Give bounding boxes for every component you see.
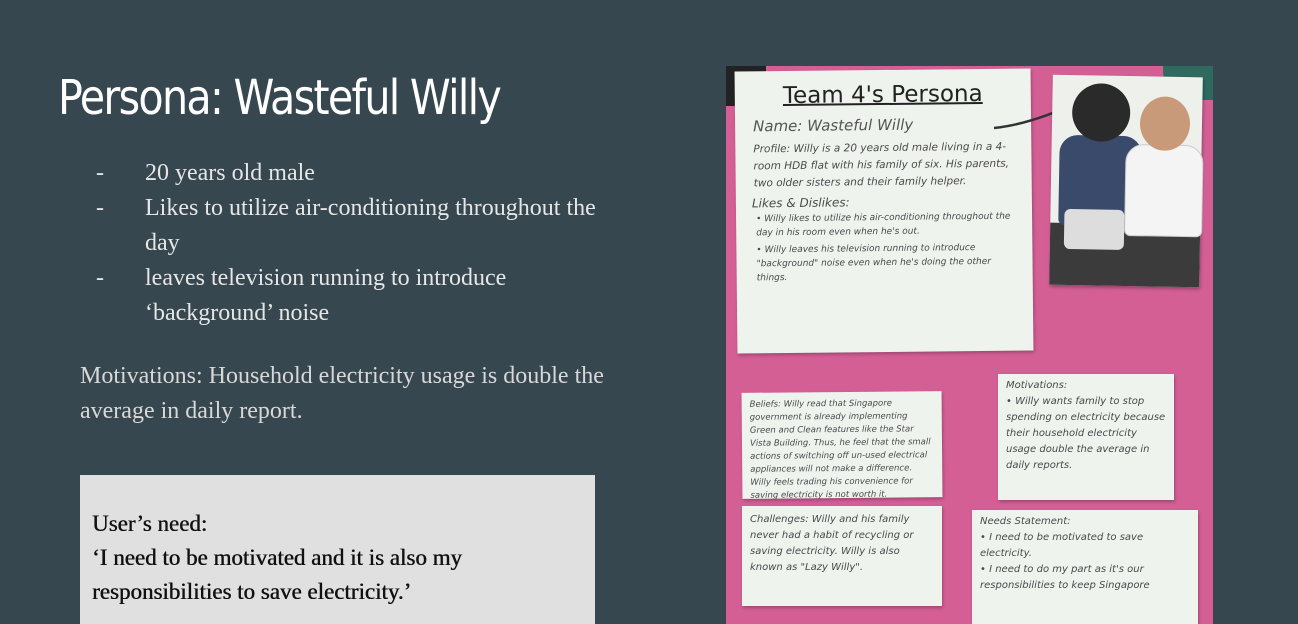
photo-person-head [1139, 96, 1191, 152]
slide-title: Persona: Wasteful Willy [58, 70, 502, 126]
bullet-item: - leaves television running to introduce… [96, 261, 626, 331]
poster-beliefs: Beliefs: Willy read that Singapore gover… [749, 398, 931, 501]
poster-needs-heading: Needs Statement: [980, 516, 1071, 527]
motivations-text: Motivations: Household electricity usage… [80, 363, 604, 424]
poster-challenges: Challenges: Willy and his family never h… [750, 514, 914, 573]
poster-need-item: • I need to be motivated to save electri… [980, 532, 1144, 559]
bullet-dash: - [96, 195, 104, 221]
bullet-item: - Likes to utilize air-conditioning thro… [96, 191, 626, 261]
photo-legs [1063, 208, 1125, 250]
poster-main-sheet: Team 4's Persona Name: Wasteful Willy Pr… [734, 68, 1034, 354]
photo-person-body [1124, 143, 1204, 238]
user-need-quote: ‘I need to be motivated and it is also m… [92, 545, 462, 604]
bullet-text: Likes to utilize air-conditioning throug… [145, 195, 596, 256]
poster-beliefs-sheet: Beliefs: Willy read that Singapore gover… [741, 391, 943, 501]
poster-motivations: • Willy wants family to stop spending on… [1006, 396, 1166, 471]
user-need-box: User’s need: ‘I need to be motivated and… [80, 475, 595, 624]
poster-heading: Team 4's Persona [782, 80, 983, 110]
bullet-dash: - [96, 160, 104, 186]
bullet-text: leaves television running to introduce ‘… [145, 265, 507, 326]
user-need-label: User’s need: [92, 511, 208, 536]
poster-like-item: • Willy likes to utilize his air-conditi… [756, 211, 1011, 239]
photo-person-head [1071, 83, 1131, 143]
poster-profile: Profile: Willy is a 20 years old male li… [753, 140, 1010, 190]
bullet-text: 20 years old male [145, 160, 315, 186]
persona-bullets: - 20 years old male - Likes to utilize a… [96, 156, 626, 331]
bullet-dash: - [96, 265, 104, 291]
persona-photo [1049, 74, 1204, 288]
poster-motivations-sheet: Motivations: • Willy wants family to sto… [998, 374, 1174, 500]
poster-name-line: Name: Wasteful Willy [753, 115, 914, 136]
poster-likes-heading: Likes & Dislikes: [751, 195, 850, 211]
poster-challenges-sheet: Challenges: Willy and his family never h… [742, 506, 942, 606]
poster-motivations-heading: Motivations: [1006, 380, 1068, 391]
poster-need-item: • I need to do my part as it's our respo… [980, 564, 1150, 591]
persona-poster-photo: Team 4's Persona Name: Wasteful Willy Pr… [726, 66, 1213, 624]
poster-like-item: • Willy leaves his television running to… [756, 243, 991, 284]
poster-needs-sheet: Needs Statement: • I need to be motivate… [972, 510, 1198, 624]
bullet-item: - 20 years old male [96, 156, 626, 191]
